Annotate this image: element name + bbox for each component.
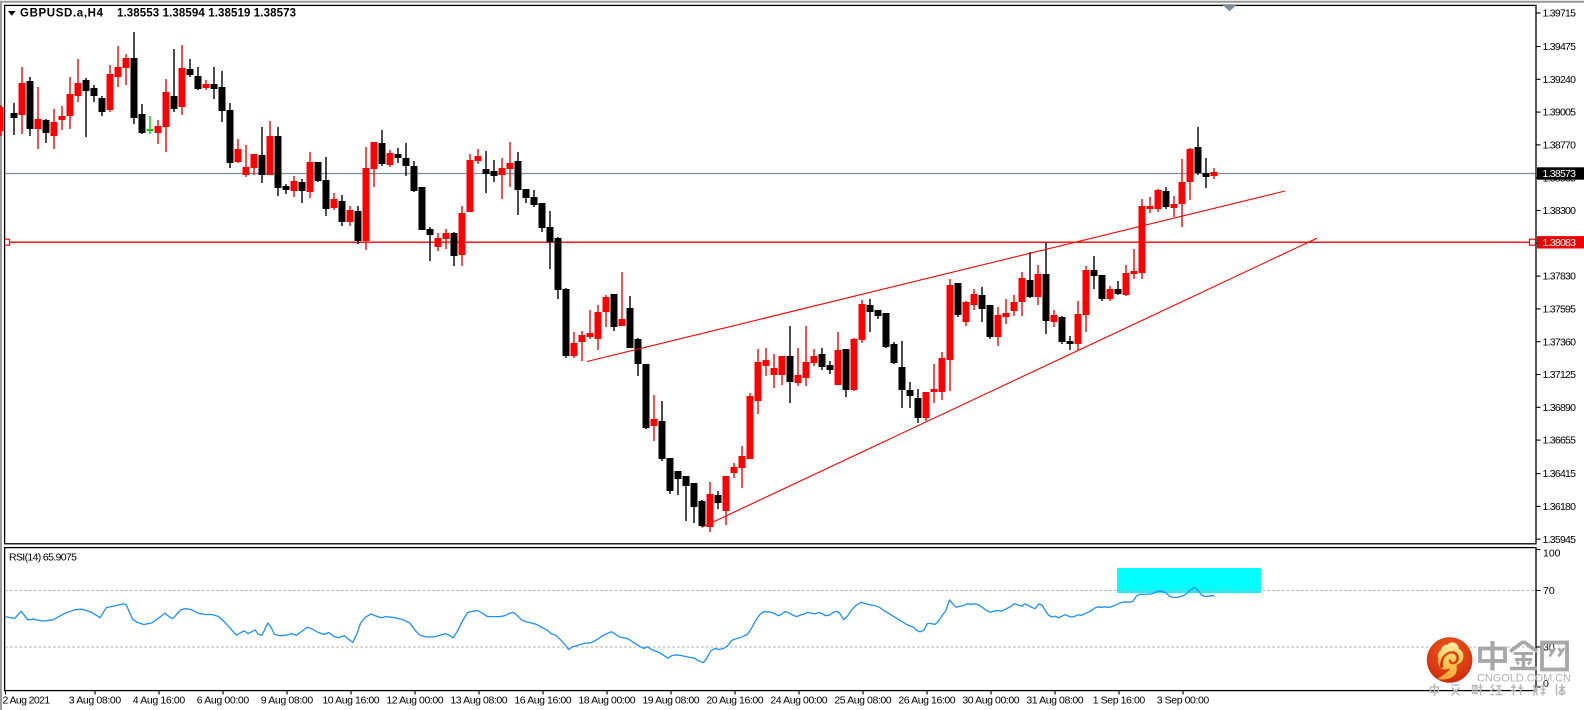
svg-text:1.36890: 1.36890: [1543, 402, 1577, 414]
svg-text:12 Aug 00:00: 12 Aug 00:00: [386, 695, 443, 707]
svg-text:1.37125: 1.37125: [1543, 369, 1577, 381]
svg-text:1.35945: 1.35945: [1543, 534, 1577, 546]
svg-text:19 Aug 08:00: 19 Aug 08:00: [642, 695, 699, 707]
svg-text:1.38573: 1.38573: [1543, 168, 1577, 180]
svg-text:2 Aug 2021: 2 Aug 2021: [3, 695, 51, 707]
svg-text:30 Aug 00:00: 30 Aug 00:00: [962, 695, 1019, 707]
svg-text:1 Sep 16:00: 1 Sep 16:00: [1093, 695, 1146, 707]
svg-text:26 Aug 16:00: 26 Aug 16:00: [898, 695, 955, 707]
svg-text:1.37360: 1.37360: [1543, 336, 1577, 348]
svg-text:1.37830: 1.37830: [1543, 271, 1577, 283]
svg-text:31 Aug 08:00: 31 Aug 08:00: [1026, 695, 1083, 707]
svg-text:6 Aug 00:00: 6 Aug 00:00: [197, 695, 250, 707]
svg-text:1.39240: 1.39240: [1543, 74, 1577, 86]
svg-text:100: 100: [1543, 548, 1561, 560]
svg-text:18 Aug 00:00: 18 Aug 00:00: [578, 695, 635, 707]
svg-text:4 Aug 16:00: 4 Aug 16:00: [133, 695, 186, 707]
svg-text:RSI(14) 65.9075: RSI(14) 65.9075: [9, 552, 77, 564]
svg-text:0: 0: [1543, 678, 1549, 690]
svg-text:16 Aug 16:00: 16 Aug 16:00: [514, 695, 571, 707]
svg-text:CNGOLD.COM.CN: CNGOLD.COM.CN: [1477, 673, 1571, 685]
svg-text:1.37595: 1.37595: [1543, 304, 1577, 316]
svg-text:13 Aug 08:00: 13 Aug 08:00: [450, 695, 507, 707]
svg-text:1.36180: 1.36180: [1543, 501, 1577, 513]
svg-text:10 Aug 16:00: 10 Aug 16:00: [322, 695, 379, 707]
svg-text:1.39475: 1.39475: [1543, 41, 1577, 53]
svg-text:1.39005: 1.39005: [1543, 107, 1577, 119]
svg-text:1.38770: 1.38770: [1543, 140, 1577, 152]
svg-text:1.36655: 1.36655: [1543, 435, 1577, 447]
svg-text:1.36415: 1.36415: [1543, 468, 1577, 480]
svg-text:1.38300: 1.38300: [1543, 205, 1577, 217]
svg-text:1.38083: 1.38083: [1543, 237, 1577, 249]
svg-text:70: 70: [1543, 585, 1555, 597]
svg-text:3 Sep 00:00: 3 Sep 00:00: [1157, 695, 1210, 707]
svg-text:20 Aug 16:00: 20 Aug 16:00: [706, 695, 763, 707]
svg-text:9 Aug 08:00: 9 Aug 08:00: [261, 695, 314, 707]
svg-text:30: 30: [1543, 642, 1555, 654]
svg-text:25 Aug 08:00: 25 Aug 08:00: [834, 695, 891, 707]
svg-text:3 Aug 08:00: 3 Aug 08:00: [69, 695, 122, 707]
svg-text:1.38553 1.38594 1.38519 1.3857: 1.38553 1.38594 1.38519 1.38573: [117, 7, 296, 19]
svg-text:GBPUSD.a,H4: GBPUSD.a,H4: [20, 7, 104, 19]
svg-text:1.39715: 1.39715: [1543, 8, 1577, 20]
svg-text:24 Aug 00:00: 24 Aug 00:00: [770, 695, 827, 707]
